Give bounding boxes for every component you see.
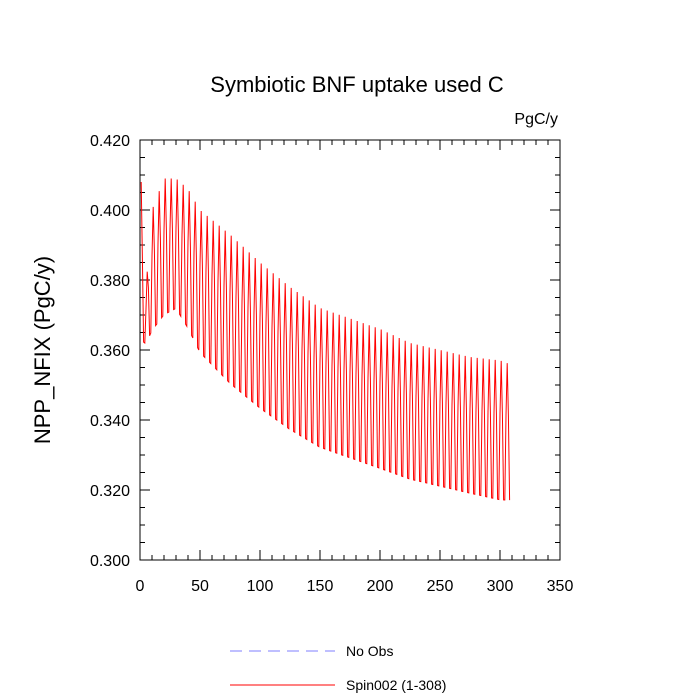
legend-label: No Obs <box>346 643 393 659</box>
x-tick-label: 250 <box>427 578 454 595</box>
y-tick-label: 0.300 <box>90 553 130 570</box>
y-tick-label: 0.320 <box>90 483 130 500</box>
x-tick-label: 150 <box>307 578 334 595</box>
x-tick-label: 200 <box>367 578 394 595</box>
legend-label: Spin002 (1-308) <box>346 677 446 693</box>
tick-labels: 0 50 100 150 200 250 300 350 0.300 0.320 0.340 0.36… <box>90 133 573 595</box>
y-tick-label: 0.400 <box>90 203 130 220</box>
chart-title: Symbiotic BNF uptake used C <box>210 72 504 97</box>
y-tick-label: 0.340 <box>90 413 130 430</box>
x-tick-label: 300 <box>487 578 514 595</box>
x-tick-label: 350 <box>547 578 574 595</box>
series-line-spin002-1-308 <box>140 178 511 501</box>
series-layer <box>140 178 511 501</box>
y-tick-label: 0.420 <box>90 133 130 150</box>
legend: No Obs Spin002 (1-308) <box>230 643 446 693</box>
tick-marks <box>139 139 561 561</box>
y-axis-label: NPP_NFIX (PgC/y) <box>30 256 55 444</box>
x-tick-label: 100 <box>247 578 274 595</box>
plot-frame <box>139 139 561 561</box>
y-tick-label: 0.360 <box>90 343 130 360</box>
y-tick-label: 0.380 <box>90 273 130 290</box>
x-tick-label: 50 <box>191 578 209 595</box>
x-tick-label: 0 <box>136 578 145 595</box>
units-label: PgC/y <box>514 111 558 128</box>
